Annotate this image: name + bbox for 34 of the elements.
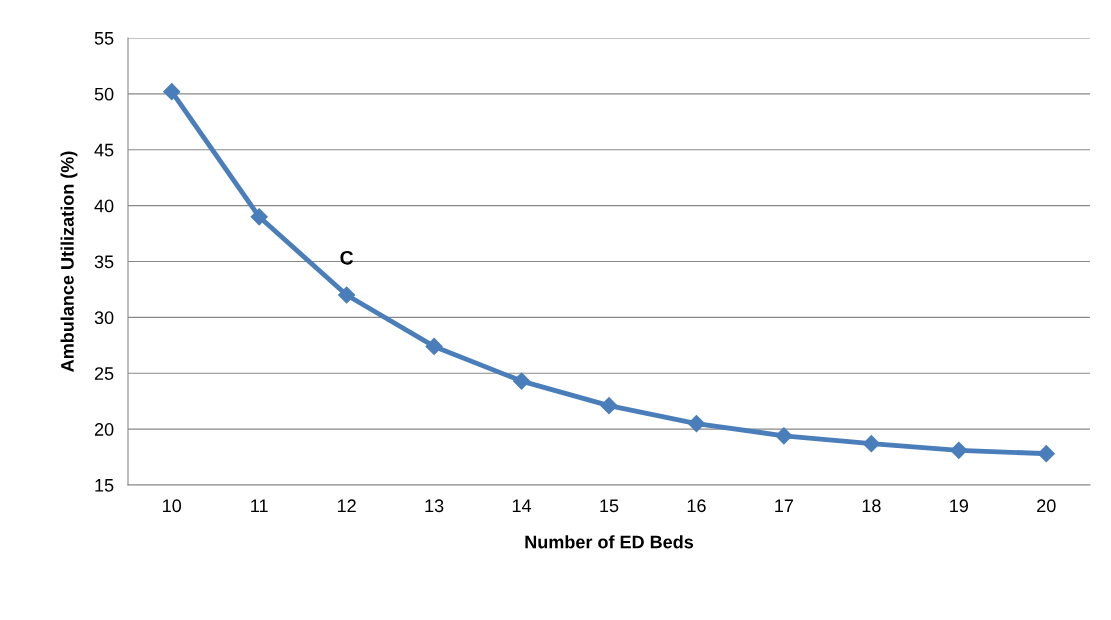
x-tick-label: 18 [862, 499, 881, 513]
x-tick-label: 19 [950, 499, 969, 513]
y-tick-label: 35 [94, 255, 114, 269]
point [775, 427, 793, 445]
x-tick-label: 10 [163, 499, 182, 513]
y-tick-label: 30 [94, 311, 114, 325]
annotation: C [340, 250, 354, 265]
x-tick-label: 12 [337, 499, 356, 512]
y-tick-label: 25 [94, 367, 114, 380]
y-axis-title: Ambulance Utilization (%) [60, 151, 78, 372]
point [425, 337, 443, 355]
y-tick-label: 20 [94, 423, 114, 436]
point [687, 414, 706, 433]
point [250, 208, 268, 226]
x-tick-label: 16 [687, 499, 706, 513]
x-tick-label: 14 [512, 499, 532, 512]
point [163, 83, 181, 101]
point [862, 435, 880, 453]
y-tick-label: 15 [95, 479, 114, 492]
point [338, 286, 356, 304]
point [512, 372, 531, 390]
y-tick-label: 55 [94, 32, 114, 45]
x-tick-label: 13 [425, 499, 444, 513]
x-axis-title: Number of ED Beds [525, 535, 694, 549]
x-tick-label: 17 [775, 499, 794, 512]
y-tick-label: 50 [94, 87, 114, 101]
y-tick-label: 40 [94, 199, 114, 213]
x-tick-label: 15 [600, 499, 619, 513]
point [950, 441, 968, 459]
x-tick-label: 11 [251, 499, 268, 512]
point [600, 397, 618, 415]
x-tick-label: 20 [1037, 499, 1056, 513]
y-tick-label: 45 [94, 143, 114, 157]
point [1037, 445, 1055, 463]
